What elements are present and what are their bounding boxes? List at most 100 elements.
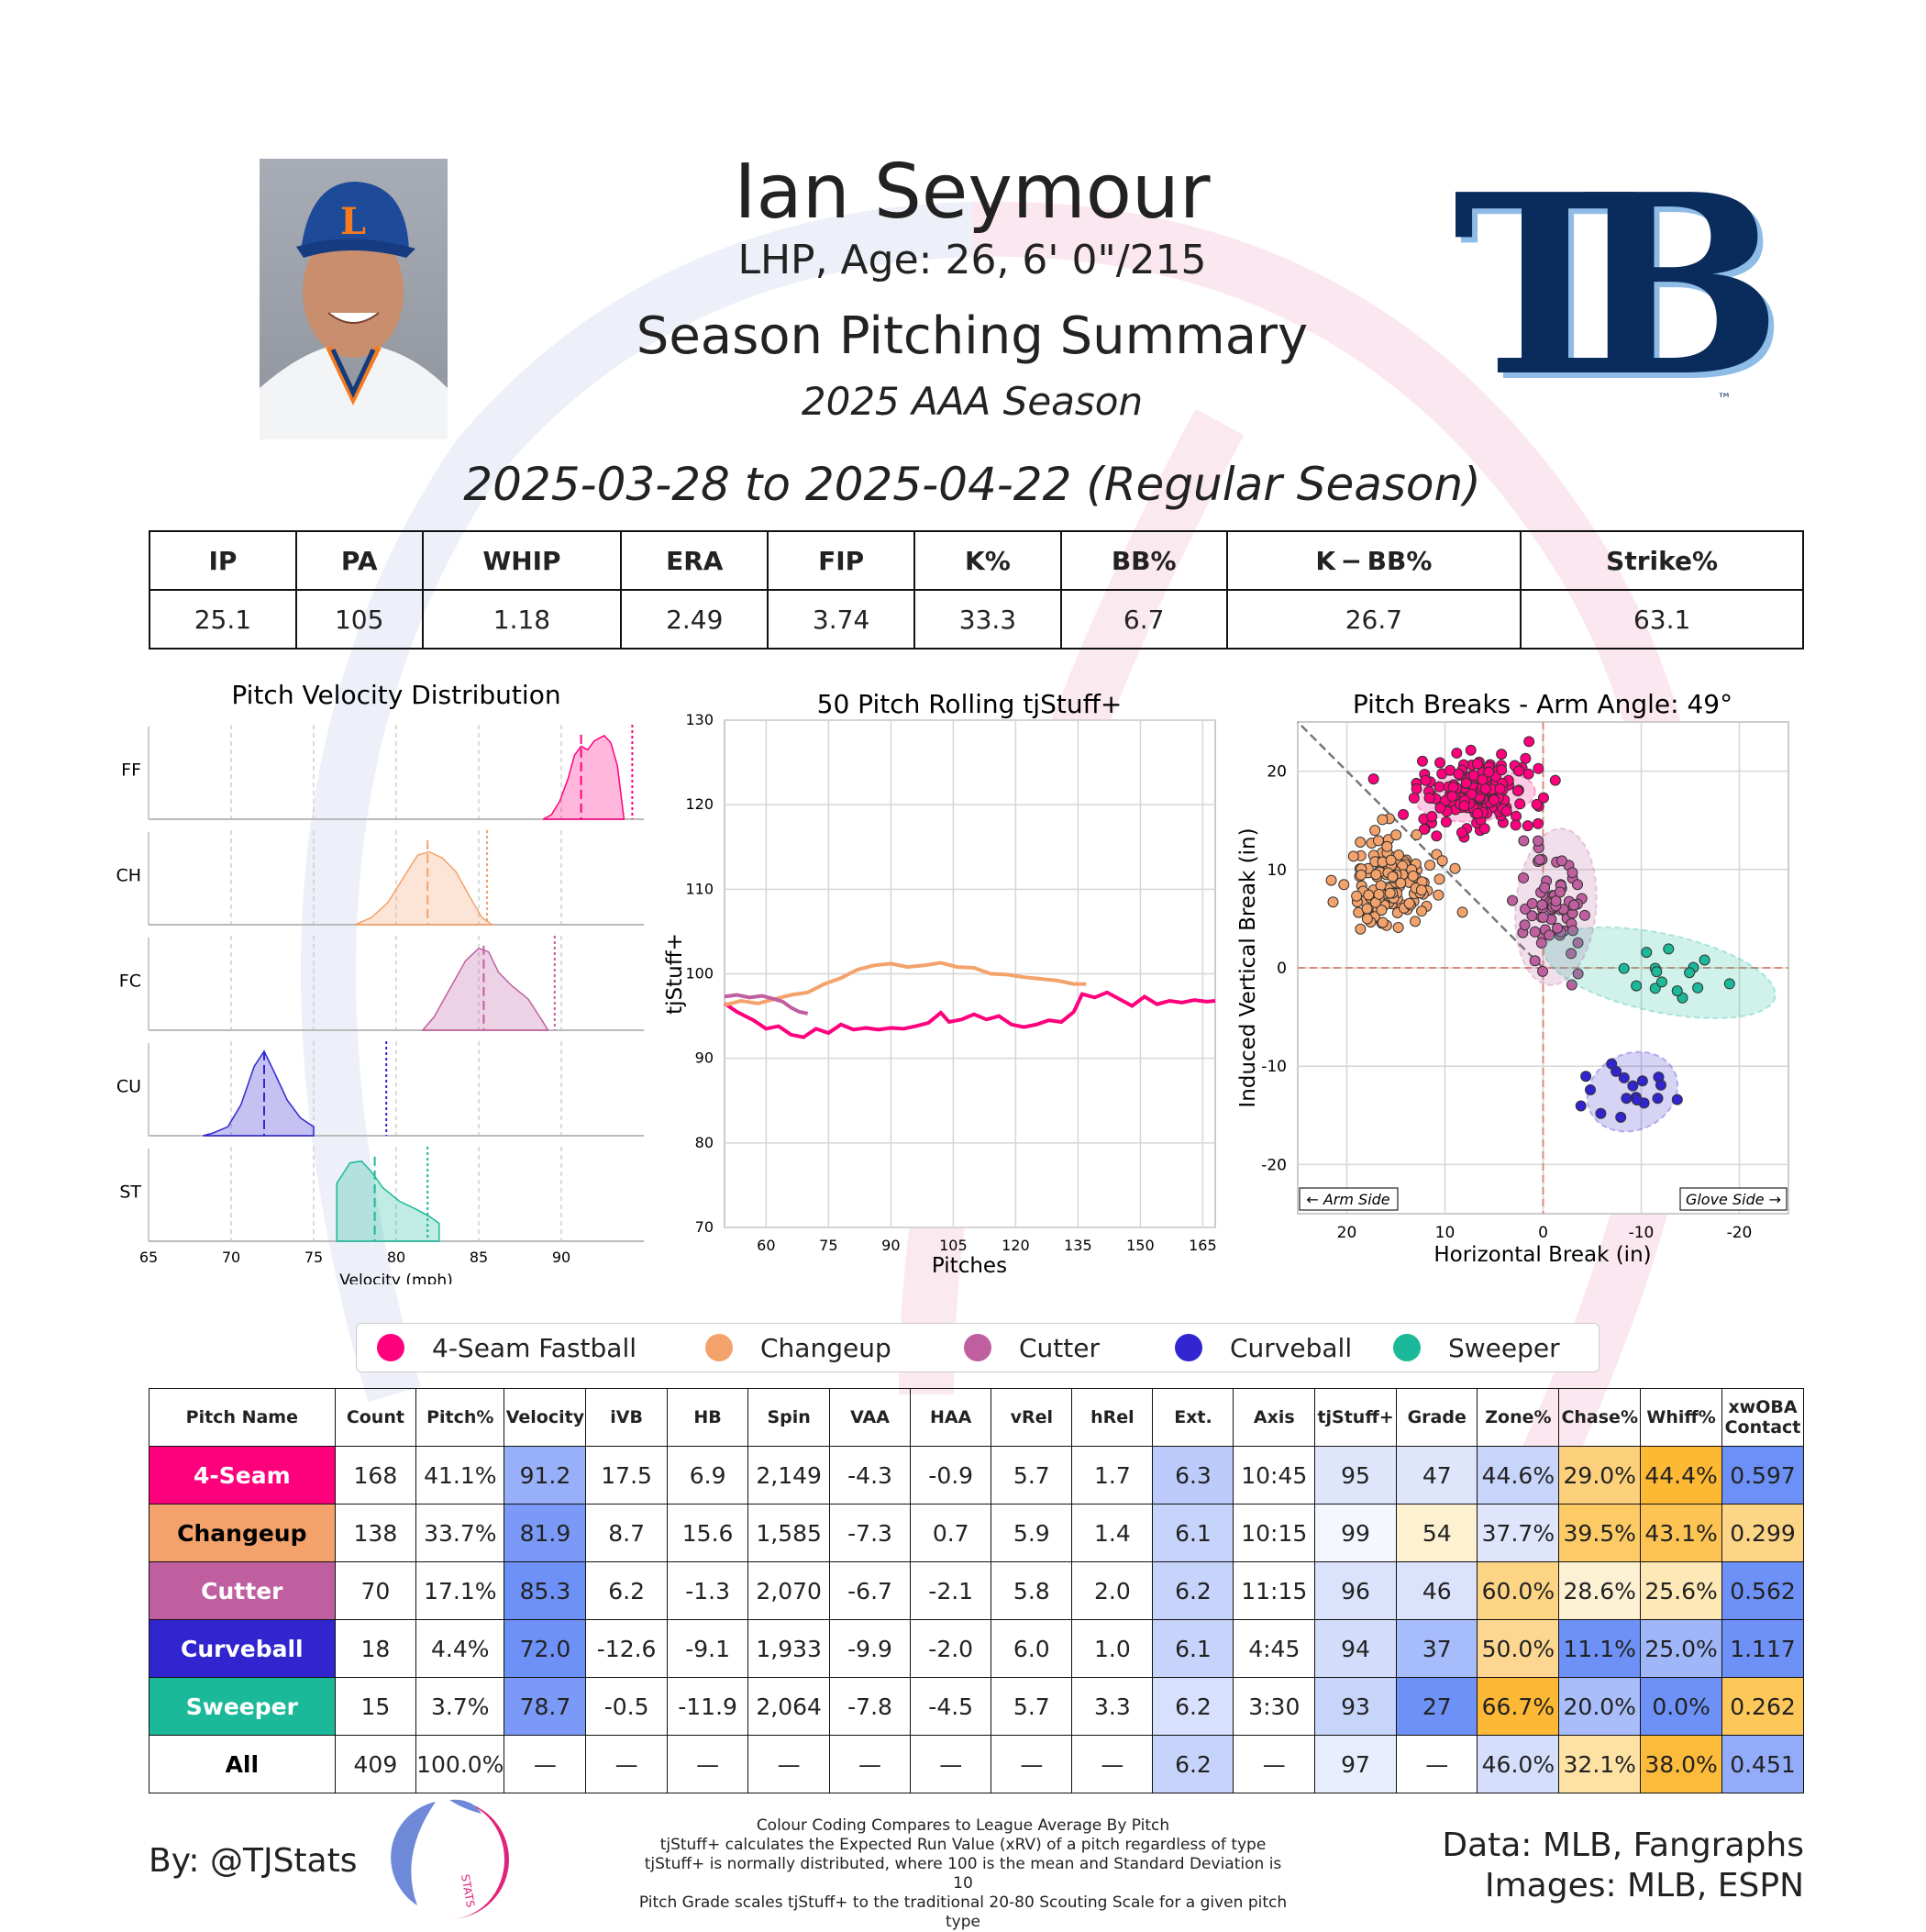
breaks-point [1514,798,1526,810]
pitch-table-cell: 3.7% [415,1677,505,1736]
stat-value-3: 2.49 [620,589,769,650]
date-range: 2025-03-28 to 2025-04-22 (Regular Season… [463,458,1481,511]
pitch-table-cell: 37.7% [1477,1504,1560,1562]
breaks-point [1578,909,1590,921]
rolling-y-tick: 70 [695,1218,714,1236]
breaks-y-tick: 10 [1267,861,1287,880]
pitch-table-cell: 28.6% [1558,1561,1642,1620]
breaks-point [1385,854,1397,866]
breaks-point [1699,954,1710,966]
methodology-notes: Colour Coding Compares to League Average… [633,1816,1293,1932]
pitch-table-cell: 6.9 [666,1446,749,1505]
breaks-point [1552,922,1564,934]
pitch-table-cell: -9.9 [828,1619,912,1678]
breaks-point [1403,897,1415,909]
pitch-table-cell: 1.7 [1071,1446,1154,1505]
summary-title: Season Pitching Summary [636,306,1309,366]
breaks-point [1533,762,1544,774]
pitch-table-cell: 85.3 [504,1561,587,1620]
pitch-table-cell: 2,070 [747,1561,830,1620]
pitch-table-header-12: Axis [1233,1388,1316,1447]
breaks-point [1355,923,1367,935]
pitch-table-cell: 0.451 [1721,1735,1805,1793]
breaks-point [1392,849,1404,861]
velocity-row-label: CU [116,1077,141,1097]
breaks-point [1410,916,1422,927]
velocity-row-FC: FC [119,936,644,1031]
breaks-point [1575,1100,1587,1112]
pitch-metrics-table: Pitch Name Count Pitch% Velocity iVB HB Spin VA… [149,1388,1805,1793]
breaks-point [1568,899,1580,911]
pitch-table-cell: 46.0% [1477,1735,1560,1793]
breaks-point [1663,943,1675,955]
pitch-table-cell: 97 [1314,1735,1397,1793]
pitch-table-cell: — [504,1735,587,1793]
breaks-point [1381,840,1393,852]
pitch-table-cell: 78.7 [504,1677,587,1736]
breaks-point [1518,872,1530,883]
pitch-table-cell: 5.7 [991,1446,1073,1505]
rolling-series-changeup [724,960,1087,1007]
breaks-x-tick: 0 [1538,1224,1548,1242]
pitch-table-cell: 47 [1395,1446,1478,1505]
pitch-table-cell: 100.0% [415,1735,505,1793]
pitch-table-cell: 43.1% [1640,1504,1722,1562]
breaks-point [1416,755,1428,767]
breaks-point [1449,862,1461,874]
breaks-point [1408,792,1420,804]
pitch-table-cell: -7.8 [828,1677,912,1736]
rolling-x-label: Pitches [932,1254,1007,1278]
breaks-point [1456,827,1467,838]
breaks-point [1338,879,1350,891]
breaks-point [1488,794,1500,806]
pitch-table-header-15: Zone% [1477,1388,1560,1447]
breaks-point [1531,798,1543,810]
pitch-table-header-8: HAA [910,1388,992,1447]
svg-text:STATS: STATS [459,1873,477,1908]
breaks-point [1496,749,1508,761]
breaks-point [1533,854,1545,866]
pitch-table-cell: -1.3 [666,1561,749,1620]
breaks-point [1433,873,1445,885]
stat-header-3: ERA [620,530,769,591]
velocity-density-ST [336,1160,440,1242]
pitch-table-row: Sweeper 15 3.7% 78.7 -0.5 -11.9 2,064 -7.8 -4.5 5… [149,1677,1805,1736]
pitch-table-cell: 138 [334,1504,417,1562]
pitch-name-cell: Changeup [149,1504,336,1562]
breaks-point [1532,835,1544,847]
breaks-point [1536,899,1548,911]
pitch-table-cell: 6.0 [991,1619,1073,1678]
breaks-point [1566,979,1577,991]
pitch-table-header-6: Spin [747,1388,830,1447]
pitch-table-header-18: xwOBA Contact [1721,1388,1805,1447]
breaks-point [1446,790,1458,802]
pitch-table-cell: — [666,1735,749,1793]
breaks-point [1494,783,1506,794]
breaks-y-tick: -20 [1261,1156,1287,1174]
breaks-point [1356,869,1367,881]
breaks-point [1692,982,1704,994]
pitch-name-cell: All [149,1735,336,1793]
rolling-tjstuff-chart: 50 Pitch Rolling tjStuff+ 60 75 90 105 120 135… [663,693,1217,1278]
breaks-point [1361,903,1373,915]
velocity-row-ST: ST [119,1147,644,1242]
pitch-table-cell: — [910,1735,992,1793]
pitch-table-header-7: VAA [828,1388,912,1447]
pitch-table-row: Changeup 138 33.7% 81.9 8.7 15.6 1,585 -7.3 0.7 5… [149,1504,1805,1562]
pitch-table-cell: 44.4% [1640,1446,1722,1505]
stat-header-5: K% [913,530,1062,591]
legend-label: 4-Seam Fastball [432,1332,637,1363]
pitch-table-cell: 5.8 [991,1561,1073,1620]
pitch-table-cell: 25.6% [1640,1561,1722,1620]
pitch-table-cell: 1.117 [1721,1619,1805,1678]
rolling-y-tick: 110 [685,880,714,897]
velocity-distribution-chart: Pitch Velocity Distribution FF CH FC CU ST 65 7… [116,680,644,1284]
breaks-point [1407,870,1419,882]
rolling-x-tick: 90 [881,1237,900,1254]
breaks-point [1384,887,1396,899]
breaks-point [1566,948,1577,960]
pitch-table-header-0: Pitch Name [149,1388,336,1447]
breaks-point [1433,781,1445,793]
breaks-point [1466,788,1478,800]
glove-side-box [1679,1187,1788,1211]
